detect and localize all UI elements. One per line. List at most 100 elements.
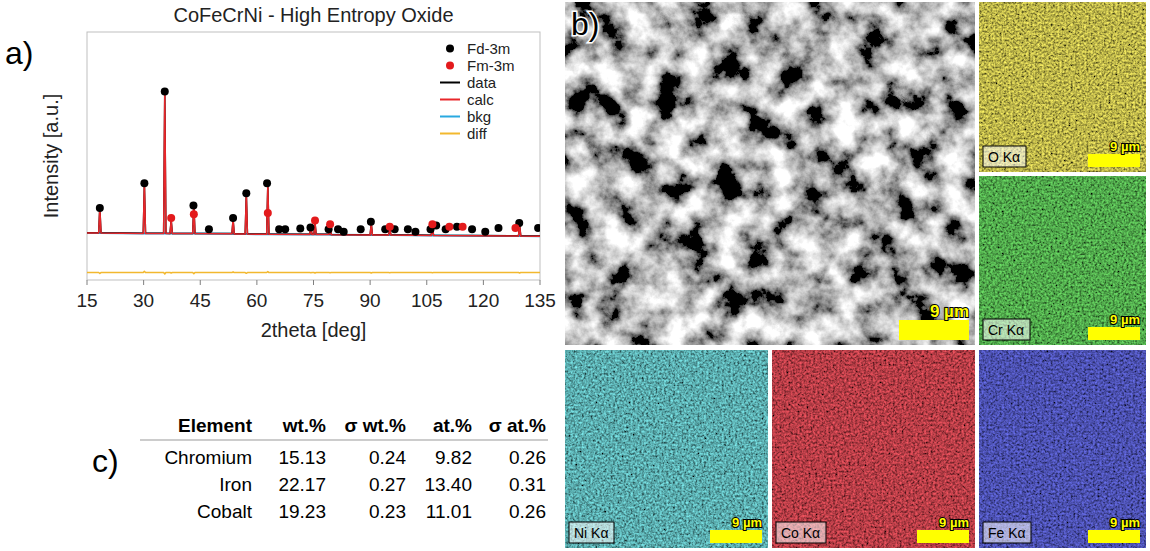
legend: Fd-3mFm-3mdatacalcbkgdiff: [440, 40, 515, 142]
map-label-box: [569, 522, 614, 543]
scatter-point: [428, 220, 436, 228]
legend-label: diff: [467, 125, 488, 142]
scatter-point: [96, 204, 104, 212]
map-label: Cr Kα: [988, 322, 1024, 338]
scale-bar: [1088, 530, 1140, 543]
scatter-point: [481, 228, 489, 236]
map-label: Ni Kα: [574, 525, 609, 541]
x-tick: [483, 280, 484, 285]
x-tick: [143, 280, 144, 285]
element-map: [772, 350, 975, 548]
element-map-tile: 9 µmCo Kα: [772, 350, 975, 548]
element-map: [979, 2, 1146, 172]
table-cell: 22.17: [278, 474, 326, 495]
y-axis-title: Intensity [a.u.]: [40, 94, 62, 219]
x-tick-label: 135: [524, 290, 556, 311]
x-tick: [540, 280, 541, 285]
panel-label: a): [5, 35, 33, 71]
x-tick-label: 60: [246, 290, 267, 311]
scatter-point: [340, 228, 348, 236]
scatter-point: [296, 224, 304, 232]
x-tick-label: 90: [360, 290, 381, 311]
scatter-point: [459, 223, 467, 231]
table-cell: Chromium: [164, 447, 252, 468]
table-cell: 19.23: [278, 501, 326, 522]
legend-symbol: [440, 133, 460, 135]
x-axis-title: 2theta [deg]: [261, 319, 367, 341]
legend-label: data: [467, 74, 497, 91]
scale-bar-label: 9 µm: [930, 302, 969, 321]
legend-label: bkg: [467, 108, 491, 125]
map-label: O Kα: [988, 149, 1020, 165]
scale-bar: [899, 320, 969, 340]
element-map-tile: 9 µm Cr Kα: [979, 176, 1146, 345]
legend-symbol: [440, 99, 460, 101]
scatter-point: [326, 220, 334, 228]
scatter-point: [367, 218, 375, 226]
scatter-point: [445, 223, 453, 231]
map-label-box: [983, 319, 1030, 340]
table-cell: 9.82: [435, 447, 472, 468]
x-tick: [313, 280, 314, 285]
scatter-point: [468, 225, 476, 233]
map-label: Co Kα: [781, 525, 820, 541]
scatter-point: [161, 88, 169, 96]
table-header: at.%: [433, 415, 472, 436]
plot-area: [87, 88, 540, 275]
table-cell: 15.13: [278, 447, 326, 468]
scatter-point: [306, 223, 314, 231]
panel-label: b): [571, 6, 599, 42]
x-tick: [256, 280, 257, 285]
element-map: [979, 176, 1146, 345]
table-cell: 0.26: [509, 501, 546, 522]
scatter-point: [263, 179, 271, 187]
map-label-box: [983, 146, 1026, 167]
scatter-point: [190, 210, 198, 218]
scatter-point: [386, 223, 394, 231]
scatter-point: [242, 189, 250, 197]
scatter-point: [189, 202, 197, 210]
table-header: wt.%: [282, 415, 326, 436]
legend-symbol: [440, 116, 460, 118]
table-header: σ wt.%: [344, 415, 406, 436]
x-tick-label: 15: [76, 290, 97, 311]
table-cell: 0.27: [369, 474, 406, 495]
scale-bar: [1088, 327, 1140, 340]
element-map-tile: 9 µm Ni Kα: [565, 350, 768, 548]
legend-label: calc: [467, 91, 494, 108]
map-label: Fe Kα: [988, 525, 1026, 541]
legend-symbol: [446, 62, 454, 70]
table-cell: Iron: [219, 474, 252, 495]
map-label-box: [776, 522, 826, 543]
element-map-tile: 9 µmO Kα: [979, 2, 1146, 172]
scale-bar-label: 9 µm: [1110, 312, 1140, 327]
series-line: [87, 90, 540, 236]
figure: a)CoFeCrNi - High Entropy Oxide153045607…: [0, 0, 1150, 551]
plot-frame: [87, 32, 540, 280]
x-tick-label: 120: [468, 290, 500, 311]
scatter-point: [281, 225, 289, 233]
x-tick-label: 30: [133, 290, 154, 311]
table-cell: 13.40: [424, 474, 472, 495]
x-tick: [426, 280, 427, 285]
scatter-point: [205, 225, 213, 233]
map-label-box: [983, 522, 1031, 543]
series-line: [87, 92, 540, 237]
sem-image: [565, 2, 975, 345]
scatter-point: [229, 214, 237, 222]
element-map: [979, 350, 1146, 548]
table-cell: 11.01: [426, 501, 472, 522]
scatter-point: [167, 214, 175, 222]
scale-bar-label: 9 µm: [732, 515, 762, 530]
scatter-point: [411, 228, 419, 236]
element-map: [565, 350, 768, 548]
table-cell: 0.31: [509, 474, 546, 495]
table-cell: 0.23: [369, 501, 406, 522]
legend-label: Fd-3m: [467, 40, 510, 57]
table-cell: Cobalt: [197, 501, 253, 522]
x-tick: [87, 280, 88, 285]
x-tick-label: 105: [411, 290, 443, 311]
legend-symbol: [440, 82, 460, 84]
table-header: Element: [178, 415, 253, 436]
scatter-point: [311, 216, 319, 224]
